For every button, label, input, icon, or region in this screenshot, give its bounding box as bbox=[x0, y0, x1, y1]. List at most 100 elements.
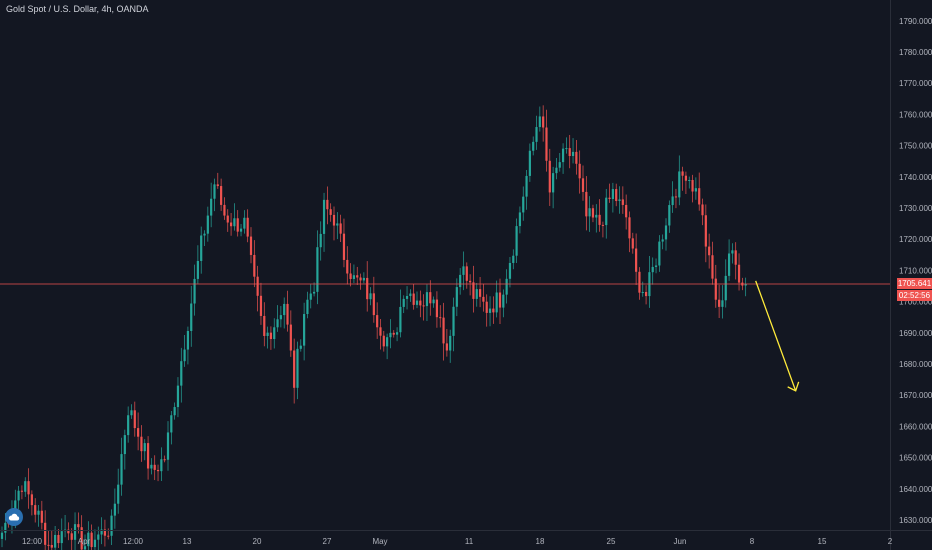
candle-body[interactable] bbox=[60, 531, 63, 544]
candle-body[interactable] bbox=[472, 282, 475, 299]
candle-body[interactable] bbox=[319, 233, 322, 248]
candle-body[interactable] bbox=[243, 217, 246, 229]
candle-body[interactable] bbox=[193, 278, 196, 304]
candle-body[interactable] bbox=[691, 180, 694, 192]
candle-body[interactable] bbox=[475, 289, 478, 299]
candle-body[interactable] bbox=[671, 196, 674, 206]
candle-body[interactable] bbox=[435, 299, 439, 318]
candle-body[interactable] bbox=[107, 535, 110, 537]
candle-body[interactable] bbox=[322, 199, 326, 234]
candle-body[interactable] bbox=[727, 253, 731, 276]
candle-body[interactable] bbox=[379, 327, 382, 336]
candle-body[interactable] bbox=[542, 116, 545, 128]
candle-body[interactable] bbox=[73, 524, 77, 540]
candle-body[interactable] bbox=[226, 215, 229, 223]
candle-body[interactable] bbox=[312, 291, 316, 294]
candle-body[interactable] bbox=[419, 300, 422, 306]
candle-body[interactable] bbox=[681, 171, 684, 176]
candle-body[interactable] bbox=[389, 332, 392, 338]
candle-body[interactable] bbox=[382, 335, 385, 347]
candle-body[interactable] bbox=[591, 208, 595, 218]
candle-body[interactable] bbox=[731, 250, 734, 254]
candle-body[interactable] bbox=[525, 175, 528, 197]
candle-body[interactable] bbox=[103, 529, 107, 536]
candle-body[interactable] bbox=[163, 459, 166, 461]
candle-body[interactable] bbox=[442, 317, 445, 344]
candle-body[interactable] bbox=[259, 295, 263, 316]
candle-body[interactable] bbox=[402, 298, 405, 307]
candle-body[interactable] bbox=[611, 189, 614, 200]
candle-body[interactable] bbox=[588, 208, 591, 217]
candle-body[interactable] bbox=[293, 350, 296, 388]
candle-body[interactable] bbox=[326, 199, 329, 210]
candle-body[interactable] bbox=[239, 228, 243, 232]
candle-body[interactable] bbox=[203, 233, 206, 236]
candle-body[interactable] bbox=[306, 299, 309, 315]
candle-body[interactable] bbox=[674, 196, 678, 198]
candle-body[interactable] bbox=[213, 184, 216, 199]
candle-body[interactable] bbox=[356, 275, 359, 278]
candle-body[interactable] bbox=[615, 189, 618, 202]
candle-body[interactable] bbox=[156, 469, 160, 472]
candle-body[interactable] bbox=[561, 148, 565, 163]
candle-body[interactable] bbox=[635, 248, 638, 272]
candle-body[interactable] bbox=[399, 306, 402, 333]
candle-body[interactable] bbox=[555, 167, 558, 174]
candle-body[interactable] bbox=[200, 235, 203, 261]
candle-body[interactable] bbox=[432, 299, 435, 304]
candle-body[interactable] bbox=[508, 262, 512, 279]
candle-body[interactable] bbox=[498, 292, 502, 308]
candle-body[interactable] bbox=[346, 259, 349, 274]
candle-body[interactable] bbox=[688, 180, 691, 182]
candle-body[interactable] bbox=[176, 385, 180, 408]
candle-body[interactable] bbox=[425, 292, 429, 307]
candle-body[interactable] bbox=[123, 435, 126, 455]
candle-body[interactable] bbox=[153, 464, 156, 470]
candle-body[interactable] bbox=[568, 148, 571, 157]
candle-body[interactable] bbox=[186, 330, 190, 350]
candle-body[interactable] bbox=[518, 212, 522, 227]
candle-body[interactable] bbox=[641, 291, 644, 293]
candle-body[interactable] bbox=[571, 151, 575, 157]
candle-body[interactable] bbox=[608, 197, 611, 200]
candle-body[interactable] bbox=[166, 432, 170, 460]
candle-body[interactable] bbox=[143, 443, 146, 452]
candle-body[interactable] bbox=[684, 175, 688, 181]
candle-body[interactable] bbox=[429, 292, 432, 304]
candle-body[interactable] bbox=[283, 303, 286, 316]
candle-body[interactable] bbox=[342, 233, 346, 260]
candle-body[interactable] bbox=[54, 534, 57, 548]
candle-body[interactable] bbox=[90, 532, 93, 548]
candle-body[interactable] bbox=[34, 505, 37, 515]
candle-body[interactable] bbox=[488, 308, 492, 313]
candle-body[interactable] bbox=[299, 345, 302, 349]
candle-body[interactable] bbox=[392, 332, 395, 335]
candle-body[interactable] bbox=[183, 349, 186, 362]
candle-body[interactable] bbox=[80, 527, 83, 550]
candle-body[interactable] bbox=[366, 277, 369, 300]
candle-body[interactable] bbox=[478, 289, 482, 297]
candle-body[interactable] bbox=[246, 217, 249, 237]
candle-body[interactable] bbox=[296, 348, 299, 388]
candle-body[interactable] bbox=[532, 141, 535, 151]
candle-body[interactable] bbox=[625, 204, 628, 218]
candle-body[interactable] bbox=[482, 296, 485, 302]
candle-body[interactable] bbox=[449, 335, 452, 351]
candle-body[interactable] bbox=[316, 247, 319, 292]
candle-body[interactable] bbox=[522, 196, 525, 213]
candle-body[interactable] bbox=[694, 188, 697, 192]
candle-body[interactable] bbox=[329, 209, 332, 215]
candle-body[interactable] bbox=[14, 500, 17, 514]
cloud-icon[interactable] bbox=[5, 508, 23, 526]
candle-body[interactable] bbox=[581, 178, 585, 192]
candle-body[interactable] bbox=[44, 522, 47, 545]
candle-body[interactable] bbox=[552, 173, 555, 193]
candle-body[interactable] bbox=[631, 238, 634, 249]
candle-body[interactable] bbox=[117, 484, 120, 504]
candle-body[interactable] bbox=[30, 494, 33, 506]
candle-body[interactable] bbox=[180, 361, 183, 386]
candle-body[interactable] bbox=[4, 522, 7, 533]
candle-body[interactable] bbox=[495, 292, 498, 313]
candle-body[interactable] bbox=[445, 343, 448, 351]
candle-body[interactable] bbox=[253, 254, 256, 277]
